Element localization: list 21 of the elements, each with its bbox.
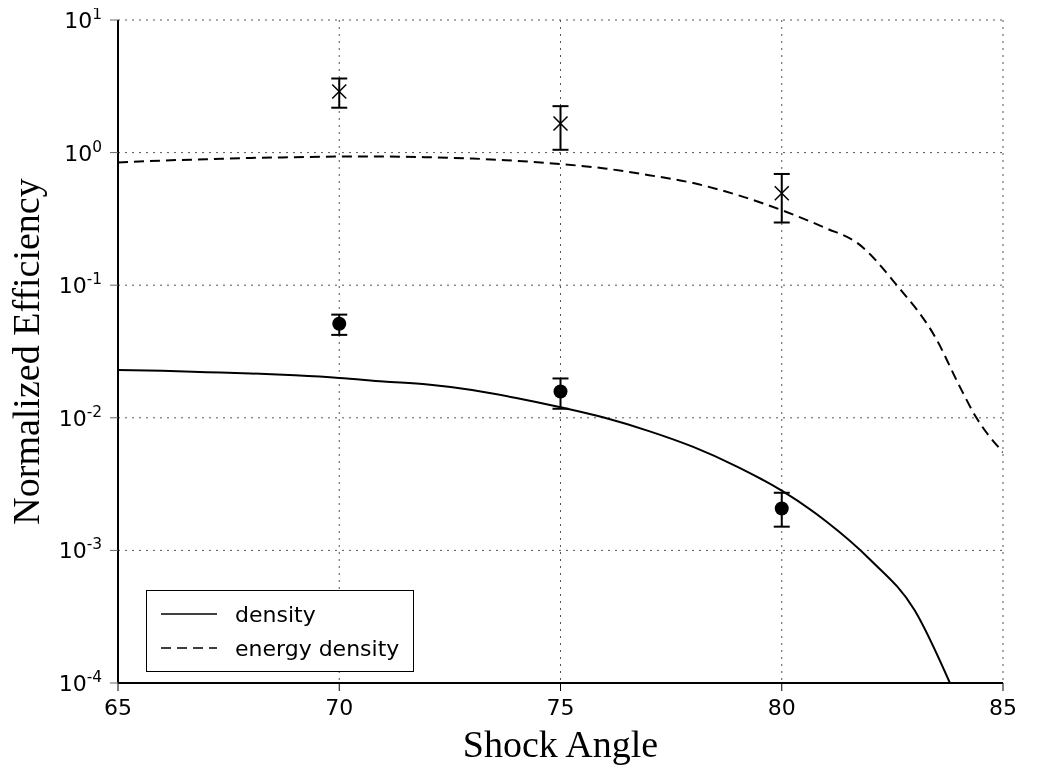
y-axis-title: Normalized Efficiency	[5, 178, 48, 525]
legend-label: energy density	[235, 635, 400, 661]
y-tick-label: 10$^{1}$	[64, 5, 102, 33]
x-tick-label: 80	[767, 695, 796, 720]
x-axis-title: Shock Angle	[462, 723, 659, 765]
x-tick-label: 75	[546, 695, 575, 720]
y-tick-label: 10$^{0}$	[64, 137, 102, 166]
point	[774, 185, 790, 201]
point	[774, 501, 789, 516]
point	[552, 115, 569, 132]
y-tick-label: 10$^{-2}$	[58, 402, 102, 431]
y-tick-label: 10$^{-4}$	[58, 668, 102, 696]
x-tick-label: 65	[104, 695, 132, 720]
point	[331, 83, 347, 100]
point	[553, 384, 568, 399]
legend-label: density	[235, 601, 316, 627]
x-tick-label: 70	[325, 695, 354, 720]
y-tick-label: 10$^{-3}$	[58, 535, 102, 564]
y-tick-label: 10$^{-1}$	[58, 270, 102, 299]
point	[332, 316, 347, 331]
x-tick-label: 85	[989, 695, 1017, 720]
